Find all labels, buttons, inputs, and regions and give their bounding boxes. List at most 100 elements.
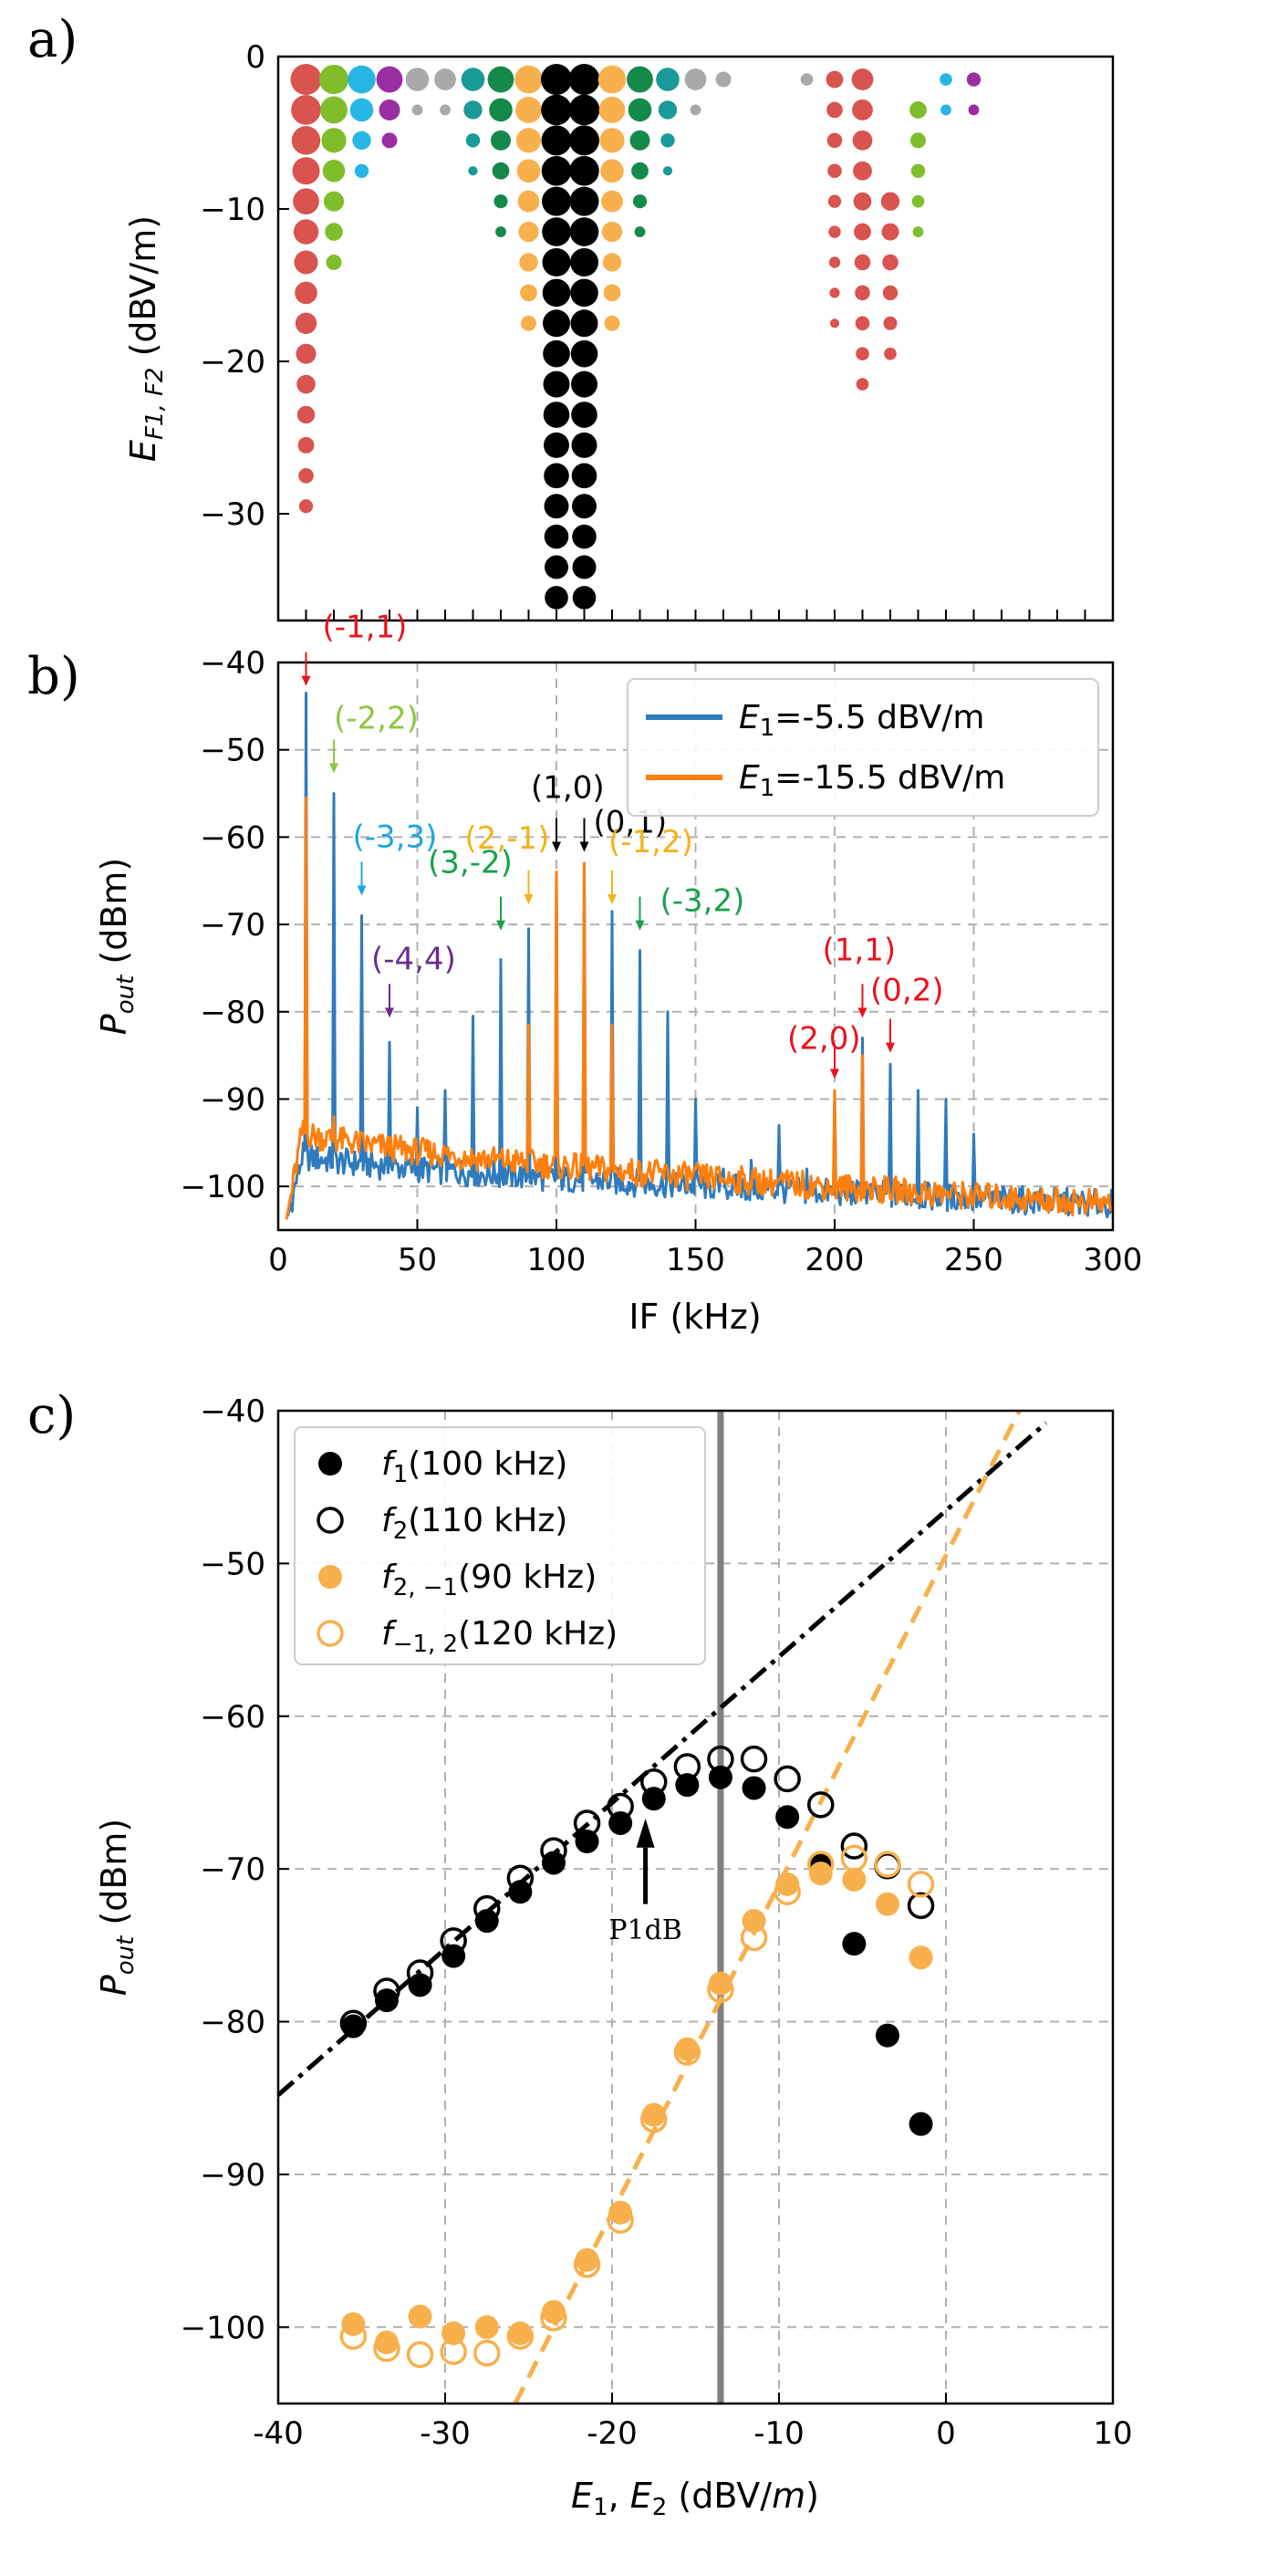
a-bubble bbox=[320, 96, 348, 124]
a-bubble bbox=[631, 162, 649, 180]
a-bubble bbox=[541, 125, 572, 156]
b-ann-arrowhead bbox=[886, 1042, 895, 1053]
c-point-filled bbox=[875, 2023, 899, 2048]
xlabel-e1-sub: 1 bbox=[593, 2494, 608, 2521]
a-bubble bbox=[520, 284, 537, 302]
panel-a-x-ticks bbox=[305, 610, 1086, 621]
panel-a-ylabel-unit: (dBV/m) bbox=[123, 215, 163, 368]
a-bubble bbox=[827, 163, 842, 179]
a-bubble bbox=[468, 166, 478, 176]
c-point-open bbox=[774, 1878, 801, 1906]
c-point-filled bbox=[474, 2315, 499, 2340]
a-bubble bbox=[572, 586, 597, 610]
legend-blue-prefix: E bbox=[739, 699, 760, 736]
c-xtick-label: -30 bbox=[420, 2415, 471, 2452]
a-bubble bbox=[851, 68, 874, 90]
b-ann-label: (-2,2) bbox=[334, 700, 419, 736]
panel-b-x-axis-label: IF (kHz) bbox=[628, 1297, 761, 1337]
legend-orange-prefix: E bbox=[739, 759, 760, 797]
c-point-open bbox=[807, 1791, 835, 1819]
b-ytick-label: −60 bbox=[200, 819, 265, 856]
a-bubble bbox=[912, 226, 924, 237]
b-ann-arrowhead bbox=[357, 885, 367, 896]
a-bubble bbox=[966, 72, 982, 87]
a-bubble bbox=[602, 253, 622, 272]
c-point-open bbox=[740, 1924, 768, 1952]
c-point-open bbox=[673, 2039, 701, 2066]
c-point-open bbox=[640, 1768, 668, 1796]
panel-a-bubbles bbox=[290, 64, 982, 610]
c-point-filled bbox=[808, 1862, 833, 1886]
a-bubble bbox=[829, 287, 840, 298]
a-bubble bbox=[628, 98, 652, 122]
c-point-filled bbox=[909, 1945, 933, 1970]
panel-c-legend: f1(100 kHz)f2(110 kHz)f2, −1(90 kHz)f−1,… bbox=[294, 1426, 706, 1665]
a-bubble bbox=[318, 64, 349, 95]
c-legend-sub: 1 bbox=[393, 1461, 409, 1488]
panel-c-ylabel-main: P bbox=[94, 1975, 134, 1996]
a-bubble bbox=[853, 192, 872, 211]
a-bubble bbox=[571, 370, 597, 398]
b-xtick-label: 300 bbox=[1084, 1242, 1143, 1278]
a-bubble bbox=[569, 217, 599, 246]
a-bubble bbox=[604, 315, 620, 331]
b-series-orange bbox=[285, 796, 1115, 1220]
a-bubble bbox=[570, 339, 598, 368]
b-xtick-label: 0 bbox=[268, 1242, 288, 1278]
a-bubble bbox=[545, 586, 568, 610]
legend-label-orange: E1=-15.5 dBV/m bbox=[739, 759, 1005, 802]
a-bubble bbox=[352, 130, 371, 151]
a-bubble bbox=[325, 223, 343, 241]
a-bubble bbox=[321, 128, 347, 153]
a-bubble bbox=[487, 66, 514, 93]
xlabel-comma: , bbox=[608, 2476, 630, 2516]
a-bubble bbox=[597, 65, 627, 94]
c-point-open bbox=[540, 1837, 567, 1864]
a-bubble bbox=[627, 66, 653, 93]
c-point-open bbox=[339, 2322, 368, 2351]
c-legend-marker bbox=[317, 1507, 344, 1534]
panel-a-bubble-chart: 0 −10 −20 −30 EF1, F2 (dBV/m) bbox=[123, 39, 1115, 622]
a-bubble bbox=[826, 101, 843, 119]
a-bubble bbox=[295, 312, 317, 334]
a-bubble bbox=[828, 225, 841, 238]
c-point-filled bbox=[708, 1765, 732, 1789]
c-xtick-label: -20 bbox=[587, 2415, 638, 2452]
panel-c-ylabel-unit: (dBm) bbox=[94, 1819, 134, 1936]
panel-b-ylabel-sub: out bbox=[112, 975, 140, 1014]
c-legend-marker bbox=[318, 1565, 342, 1589]
b-ann-label: (1,1) bbox=[823, 932, 897, 968]
a-bubble bbox=[828, 256, 841, 268]
a-bubble bbox=[852, 99, 873, 120]
c-point-open bbox=[807, 1851, 835, 1878]
a-bubble bbox=[684, 68, 707, 90]
a-bubble bbox=[826, 132, 843, 149]
c-point-filled bbox=[775, 1872, 800, 1896]
a-ytick-label: 0 bbox=[245, 39, 265, 76]
c-legend-suffix: (120 kHz) bbox=[458, 1615, 618, 1653]
c-xtick-label: 10 bbox=[1093, 2415, 1132, 2452]
a-bubble bbox=[296, 374, 316, 394]
a-bubble bbox=[542, 247, 571, 276]
a-bubble bbox=[517, 190, 540, 213]
panel-a-y-ticks: 0 −10 −20 −30 bbox=[200, 39, 289, 533]
a-bubble bbox=[541, 64, 572, 96]
c-ytick-label: −100 bbox=[181, 2310, 265, 2346]
b-ann-arrowhead bbox=[635, 920, 645, 931]
a-bubble bbox=[349, 98, 374, 122]
a-bubble bbox=[493, 194, 508, 209]
c-point-open bbox=[373, 2334, 400, 2362]
b-xtick-label: 200 bbox=[805, 1242, 865, 1278]
c-point-open bbox=[840, 1832, 868, 1860]
a-bubble bbox=[542, 186, 571, 216]
panel-b-ticks: 0 50 100 150 200 250 300 −40 −50 −60 −70 −80 −90 −100 bbox=[181, 645, 1143, 1278]
c-point-open bbox=[907, 1871, 935, 1898]
b-xtick-label: 100 bbox=[527, 1242, 587, 1278]
panel-label-c: c) bbox=[27, 1386, 76, 1445]
b-ann-arrowhead bbox=[552, 841, 561, 852]
xlabel-unit-m: m bbox=[772, 2476, 805, 2516]
a-bubble bbox=[800, 73, 814, 86]
a-bubble bbox=[323, 191, 345, 212]
a-bubble bbox=[434, 68, 456, 90]
